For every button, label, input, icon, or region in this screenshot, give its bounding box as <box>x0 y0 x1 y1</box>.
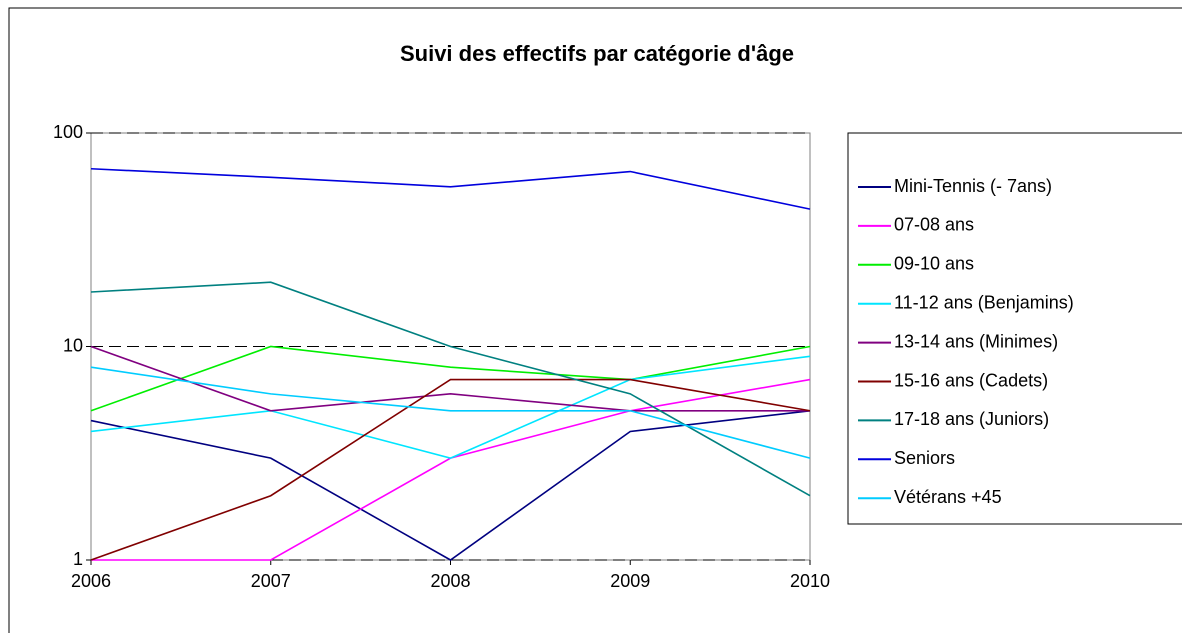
x-tick-label: 2009 <box>610 571 650 591</box>
x-tick-label: 2010 <box>790 571 830 591</box>
series-line <box>90 355 811 459</box>
series-line <box>90 345 810 412</box>
legend-label: 11-12 ans (Benjamins) <box>894 292 1074 312</box>
series-line <box>90 378 811 561</box>
legend-label: Seniors <box>894 448 955 468</box>
chart-title: Suivi des effectifs par catégorie d'âge <box>400 41 794 66</box>
legend-label: 15-16 ans (Cadets) <box>894 370 1048 390</box>
y-tick-label: 1 <box>73 549 83 569</box>
legend-label: Mini-Tennis (- 7ans) <box>894 176 1052 196</box>
x-tick-label: 2006 <box>71 571 111 591</box>
series-line <box>90 281 811 497</box>
legend-label: Vétérans +45 <box>894 487 1002 507</box>
y-tick-label: 10 <box>63 335 83 355</box>
series-line <box>90 366 811 459</box>
y-tick-label: 100 <box>53 122 83 142</box>
series-line <box>90 409 811 561</box>
series-line <box>90 167 811 210</box>
legend-label: 07-08 ans <box>894 215 974 235</box>
series-line <box>90 345 811 412</box>
legend-label: 09-10 ans <box>894 254 974 274</box>
x-tick-label: 2008 <box>430 571 470 591</box>
legend-label: 13-14 ans (Minimes) <box>894 331 1058 351</box>
x-tick-label: 2007 <box>251 571 291 591</box>
legend-label: 17-18 ans (Juniors) <box>894 409 1049 429</box>
legend-box <box>847 132 1182 525</box>
